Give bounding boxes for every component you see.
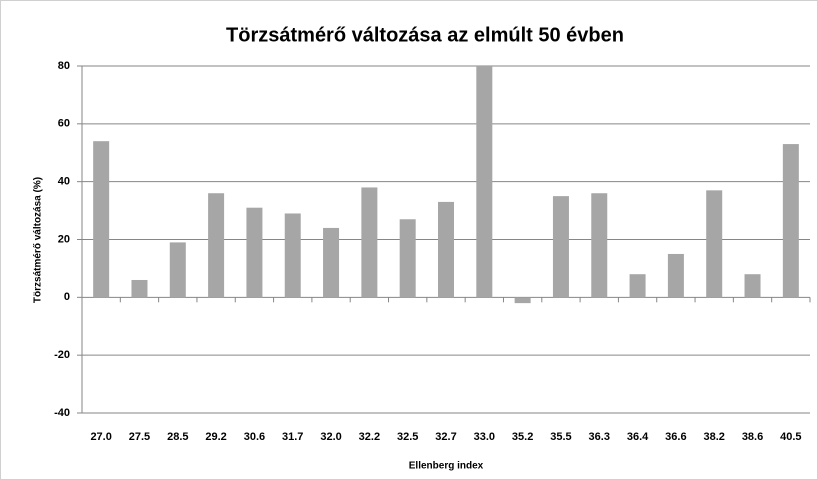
x-tick-label: 32.5 [397,431,418,443]
bar [744,274,761,298]
x-tick-label: 31.7 [282,431,303,443]
x-tick-label: 32.2 [359,431,380,443]
x-tick-label: 30.6 [244,431,265,443]
bar [399,219,416,298]
bar [706,190,723,298]
y-tick-label: 0 [64,291,70,303]
bar [514,297,531,304]
bar [552,196,569,298]
x-tick-label: 36.3 [589,431,610,443]
x-tick-label: 28.5 [167,431,188,443]
y-tick-label: -40 [54,407,70,419]
x-tick-label: 35.5 [550,431,571,443]
bar [169,242,186,298]
x-tick-label: 29.2 [205,431,226,443]
y-tick-label: 60 [58,118,70,130]
bar [323,227,340,298]
x-tick-label: 32.0 [320,431,341,443]
bar [782,144,799,298]
x-tick-label: 38.6 [742,431,763,443]
chart-title: Törzsátmérő változása az elmúlt 50 évben [226,24,624,46]
x-tick-label: 32.7 [435,431,456,443]
bar [667,253,684,298]
bar [629,274,646,298]
bar [438,201,454,298]
x-tick-label: 27.0 [90,431,111,443]
bar [246,207,263,298]
x-tick-label: 27.5 [129,431,150,443]
bar [361,187,378,298]
x-tick-label: 36.4 [627,431,649,443]
x-tick-label: 33.0 [474,431,495,443]
y-tick-label: -20 [54,349,70,361]
y-tick-label: 40 [58,176,70,188]
bar [591,193,608,298]
y-tick-label: 20 [58,233,70,245]
bar [131,279,148,298]
y-axis-title: Törzsátmérő változása (%) [33,177,44,303]
bar [93,141,110,298]
x-tick-label: 35.2 [512,431,533,443]
bar [284,213,301,298]
bar [476,66,493,298]
x-tick-label: 40.5 [780,431,801,443]
bar [208,193,225,298]
y-tick-label: 80 [58,60,70,72]
x-tick-label: 38.2 [703,431,724,443]
x-tick-label: 36.6 [665,431,686,443]
x-axis-title: Ellenberg index [409,461,484,472]
